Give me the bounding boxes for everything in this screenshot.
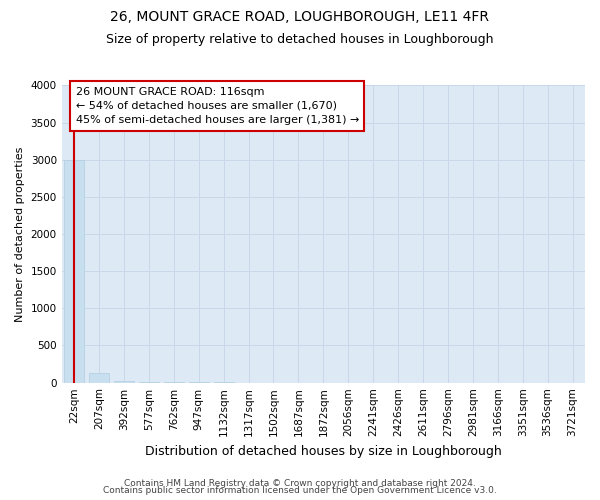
Text: Size of property relative to detached houses in Loughborough: Size of property relative to detached ho… bbox=[106, 32, 494, 46]
Text: 26 MOUNT GRACE ROAD: 116sqm
← 54% of detached houses are smaller (1,670)
45% of : 26 MOUNT GRACE ROAD: 116sqm ← 54% of det… bbox=[76, 87, 359, 125]
Y-axis label: Number of detached properties: Number of detached properties bbox=[15, 146, 25, 322]
Bar bbox=[64, 160, 84, 382]
Text: 26, MOUNT GRACE ROAD, LOUGHBOROUGH, LE11 4FR: 26, MOUNT GRACE ROAD, LOUGHBOROUGH, LE11… bbox=[110, 10, 490, 24]
Text: Contains public sector information licensed under the Open Government Licence v3: Contains public sector information licen… bbox=[103, 486, 497, 495]
X-axis label: Distribution of detached houses by size in Loughborough: Distribution of detached houses by size … bbox=[145, 444, 502, 458]
Bar bbox=[114, 381, 134, 382]
Text: Contains HM Land Registry data © Crown copyright and database right 2024.: Contains HM Land Registry data © Crown c… bbox=[124, 478, 476, 488]
Bar bbox=[89, 373, 109, 382]
